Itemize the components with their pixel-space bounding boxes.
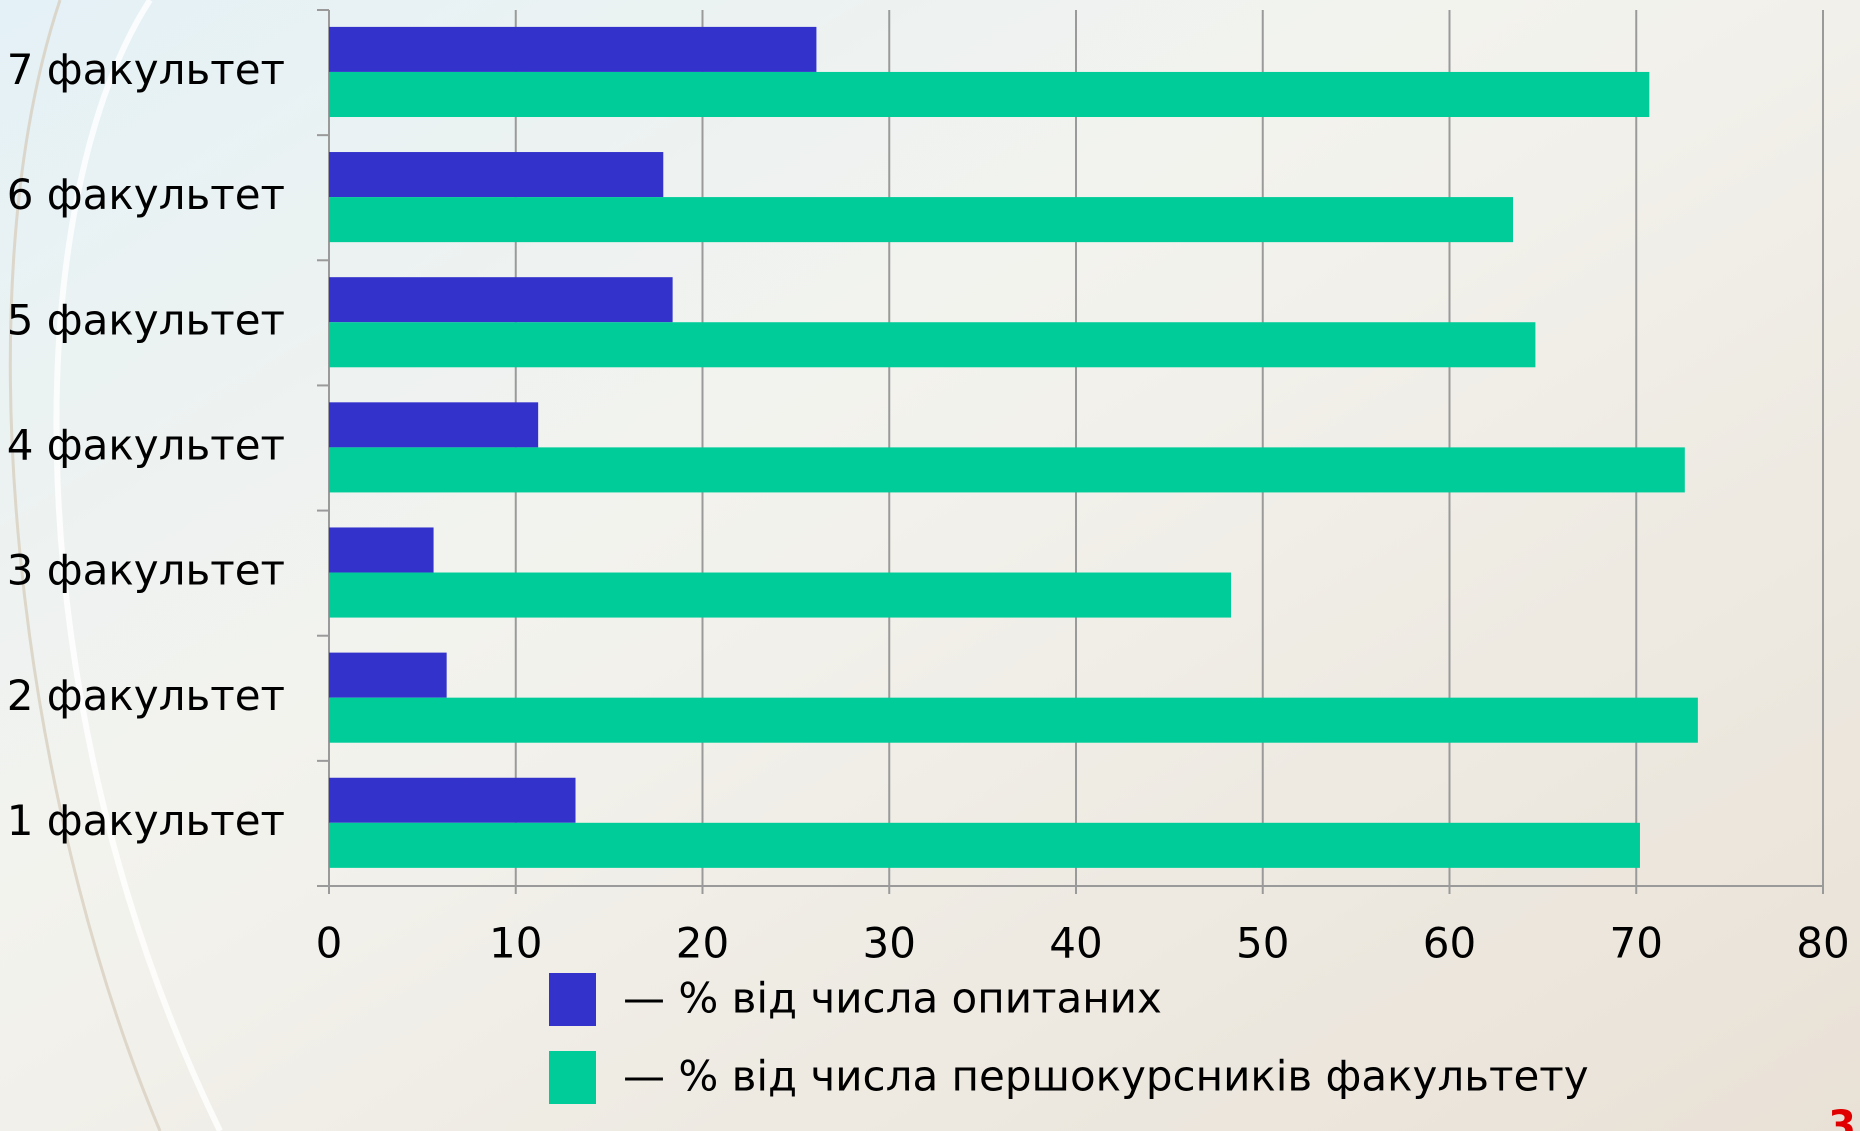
bar xyxy=(329,697,1698,743)
bar xyxy=(329,152,664,198)
y-tick-label: 6 факультет xyxy=(7,170,285,219)
slide-number: 3 xyxy=(1828,1103,1856,1131)
x-tick-label: 10 xyxy=(489,919,542,968)
x-tick-label: 80 xyxy=(1796,919,1849,968)
bar xyxy=(329,71,1650,117)
y-tick-label: 7 факультет xyxy=(7,45,285,94)
bar xyxy=(329,572,1232,618)
y-tick-label: 3 факультет xyxy=(7,546,285,595)
bar xyxy=(329,822,1640,868)
decor-swoosh xyxy=(8,0,162,1131)
x-tick-label: 0 xyxy=(316,919,343,968)
bar xyxy=(329,26,817,72)
legend-swatch xyxy=(549,973,596,1026)
legend-label: — % від числа опитаних xyxy=(623,974,1162,1023)
bar xyxy=(329,527,434,573)
legend-label: — % від числа першокурсників факультету xyxy=(623,1052,1589,1101)
y-tick-label: 4 факультет xyxy=(7,421,285,470)
legend-swatch xyxy=(549,1051,596,1104)
bar xyxy=(329,322,1536,368)
bar xyxy=(329,197,1513,243)
bar xyxy=(329,402,539,448)
x-tick-label: 60 xyxy=(1423,919,1476,968)
x-tick-label: 40 xyxy=(1049,919,1102,968)
y-tick-label: 2 факультет xyxy=(7,671,285,720)
bar xyxy=(329,652,447,698)
bar xyxy=(329,777,576,823)
x-tick-label: 20 xyxy=(676,919,729,968)
bar xyxy=(329,447,1685,493)
y-tick-label: 5 факультет xyxy=(7,295,285,344)
decor-swoosh xyxy=(53,0,223,1131)
x-tick-label: 30 xyxy=(863,919,916,968)
x-tick-label: 70 xyxy=(1610,919,1663,968)
x-tick-label: 50 xyxy=(1236,919,1289,968)
y-tick-label: 1 факультет xyxy=(7,796,285,845)
bar xyxy=(329,277,673,323)
